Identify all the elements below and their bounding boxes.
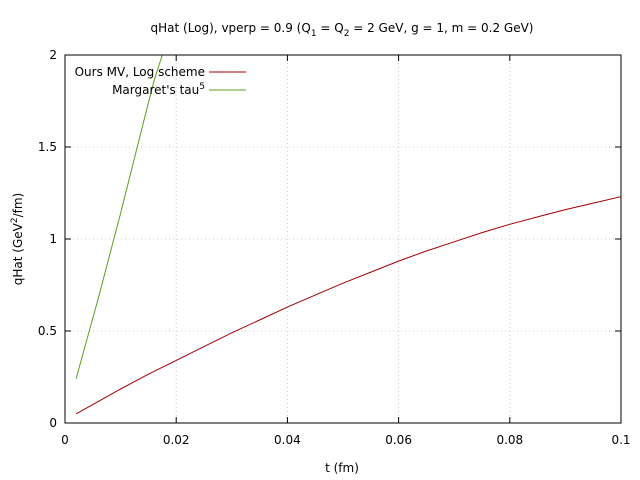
x-tick-label: 0.06	[385, 433, 412, 447]
legend: Ours MV, Log scheme Margaret's tau5	[75, 65, 246, 97]
legend-label-margaret: Margaret's tau5	[112, 82, 205, 97]
y-tick-label: 0.5	[38, 324, 57, 338]
y-axis-label: qHat (GeV2/fm)	[10, 193, 25, 285]
chart-title: qHat (Log), vperp = 0.9 (Q1 = Q2 = 2 GeV…	[151, 21, 534, 39]
y-tick-label: 0	[49, 416, 57, 430]
grid-lines	[65, 55, 621, 423]
legend-label-ours: Ours MV, Log scheme	[75, 65, 205, 79]
series-layer	[75, 54, 622, 415]
series-line-margaret-tau5	[75, 54, 163, 379]
x-tick-label: 0	[61, 433, 69, 447]
x-axis-label: t (fm)	[325, 461, 359, 475]
x-tick-label: 0.04	[274, 433, 301, 447]
x-tick-label: 0.1	[611, 433, 630, 447]
x-tick-label: 0.08	[496, 433, 523, 447]
y-tick-label: 1.5	[38, 140, 57, 154]
axis-ticks: 0 0.02 0.04 0.06 0.08 0.1 0 0.5 1 1.5 2	[38, 48, 631, 447]
y-tick-label: 2	[49, 48, 57, 62]
x-tick-label: 0.02	[163, 433, 190, 447]
series-line-ours-mv	[75, 196, 622, 415]
y-tick-label: 1	[49, 232, 57, 246]
